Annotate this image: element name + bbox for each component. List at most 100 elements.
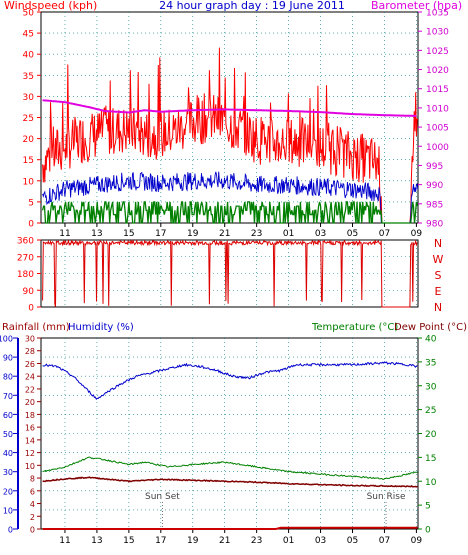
rain-tick-label: 10 bbox=[25, 462, 35, 471]
rain-tick-label: 8 bbox=[30, 475, 35, 484]
wind-x-label: 13 bbox=[91, 229, 102, 239]
humidity-tick-label: 60 bbox=[3, 411, 13, 420]
baro-tick-label: 1000 bbox=[426, 143, 449, 153]
clim-x-label: 11 bbox=[59, 536, 70, 546]
baro-tick-label: 1010 bbox=[426, 104, 449, 114]
baro-tick-label: 980 bbox=[426, 220, 443, 230]
compass-label: N bbox=[434, 237, 442, 250]
wind-tick-label: 35 bbox=[23, 72, 34, 82]
clim-x-label: 17 bbox=[155, 536, 166, 546]
rain-line bbox=[42, 526, 418, 530]
barometer-label: Barometer (hpa) bbox=[371, 0, 462, 12]
baro-tick-label: 1005 bbox=[426, 124, 449, 134]
compass-label: E bbox=[435, 285, 442, 298]
humidity-tick-label: 50 bbox=[3, 430, 13, 439]
baro-tick-label: 995 bbox=[426, 162, 443, 172]
temp-tick-label: 0 bbox=[425, 526, 431, 536]
clim-x-label: 03 bbox=[315, 536, 326, 546]
low-line bbox=[41, 201, 419, 224]
sunset-label: Sun Set bbox=[145, 492, 180, 502]
dewpoint-line bbox=[42, 476, 418, 488]
compass-label: S bbox=[435, 269, 442, 282]
direction-line bbox=[42, 238, 418, 308]
humidity-tick-label: 90 bbox=[3, 354, 13, 363]
temp-tick-label: 15 bbox=[425, 454, 436, 464]
dir-tick-label: 360 bbox=[17, 237, 34, 247]
wind-tick-label: 45 bbox=[23, 30, 34, 40]
rain-tick-label: 2 bbox=[30, 513, 35, 522]
dewpoint-label: Dew Point (°C) bbox=[394, 322, 467, 333]
rain-tick-label: 14 bbox=[25, 436, 35, 445]
wind-tick-label: 5 bbox=[28, 198, 34, 208]
baro-tick-label: 1020 bbox=[426, 66, 449, 76]
wind-tick-label: 25 bbox=[23, 114, 34, 124]
clim-x-label: 19 bbox=[187, 536, 199, 546]
wind-x-label: 15 bbox=[123, 229, 134, 239]
compass-label: N bbox=[434, 301, 442, 314]
wind-x-label: 21 bbox=[219, 229, 230, 239]
wind-x-label: 19 bbox=[187, 229, 199, 239]
wind-x-label: 09 bbox=[411, 229, 423, 239]
temp-tick-label: 5 bbox=[425, 502, 431, 512]
humidity-tick-label: 10 bbox=[3, 506, 13, 515]
clim-x-label: 09 bbox=[411, 536, 423, 546]
wind-tick-label: 30 bbox=[23, 93, 35, 103]
humidity-tick-label: 30 bbox=[3, 468, 13, 477]
wind-tick-label: 50 bbox=[23, 9, 35, 19]
wind-x-label: 07 bbox=[379, 229, 390, 239]
rain-tick-label: 18 bbox=[25, 411, 35, 420]
humidity-tick-label: 0 bbox=[8, 526, 13, 535]
temperature-line bbox=[42, 456, 418, 480]
wind-tick-label: 15 bbox=[23, 156, 34, 166]
clim-x-label: 07 bbox=[379, 536, 390, 546]
temp-tick-label: 40 bbox=[425, 335, 437, 345]
humidity-tick-label: 100 bbox=[0, 335, 13, 344]
dir-tick-label: 90 bbox=[23, 287, 35, 297]
average-line bbox=[42, 171, 419, 224]
temp-tick-label: 35 bbox=[425, 358, 436, 368]
barometer-line bbox=[42, 99, 417, 117]
rain-tick-label: 26 bbox=[25, 360, 35, 369]
wind-x-label: 05 bbox=[347, 229, 358, 239]
baro-tick-label: 1035 bbox=[426, 9, 449, 19]
wind-tick-label: 0 bbox=[28, 220, 34, 230]
temp-tick-label: 10 bbox=[425, 478, 437, 488]
clim-x-label: 15 bbox=[123, 536, 134, 546]
wind-tick-label: 40 bbox=[23, 51, 35, 61]
wind-x-label: 03 bbox=[315, 229, 326, 239]
rain-tick-label: 24 bbox=[25, 373, 35, 382]
dir-tick-label: 270 bbox=[17, 253, 34, 263]
chart-title: 24 hour graph day : 19 June 2011 bbox=[159, 0, 345, 12]
dir-tick-label: 0 bbox=[28, 304, 34, 314]
wind-x-label: 17 bbox=[155, 229, 166, 239]
temp-tick-label: 30 bbox=[425, 382, 437, 392]
gust-line bbox=[42, 47, 419, 224]
wind-x-label: 23 bbox=[251, 229, 262, 239]
rain-tick-label: 20 bbox=[25, 398, 35, 407]
humidity-tick-label: 40 bbox=[3, 449, 13, 458]
humidity-label: Humidity (%) bbox=[68, 322, 134, 333]
humidity-line bbox=[42, 361, 418, 401]
clim-x-label: 21 bbox=[219, 536, 230, 546]
rain-tick-label: 28 bbox=[25, 347, 35, 356]
temp-tick-label: 25 bbox=[425, 406, 436, 416]
baro-tick-label: 1025 bbox=[426, 47, 449, 57]
clim-x-label: 05 bbox=[347, 536, 358, 546]
baro-tick-label: 985 bbox=[426, 200, 443, 210]
sunrise-label: Sun Rise bbox=[367, 492, 406, 502]
baro-tick-label: 1015 bbox=[426, 85, 449, 95]
clim-x-label: 13 bbox=[91, 536, 102, 546]
rain-tick-label: 30 bbox=[25, 335, 35, 344]
wind-tick-label: 20 bbox=[23, 135, 35, 145]
wind-tick-label: 10 bbox=[23, 177, 35, 187]
humidity-tick-label: 80 bbox=[3, 373, 13, 382]
clim-x-label: 01 bbox=[283, 536, 294, 546]
temperature-label: Temperature (°C) bbox=[311, 322, 398, 333]
compass-label: W bbox=[433, 253, 444, 266]
rain-tick-label: 4 bbox=[30, 500, 35, 509]
baro-tick-label: 1030 bbox=[426, 28, 449, 38]
rain-tick-label: 22 bbox=[25, 385, 35, 394]
rain-tick-label: 6 bbox=[30, 487, 35, 496]
